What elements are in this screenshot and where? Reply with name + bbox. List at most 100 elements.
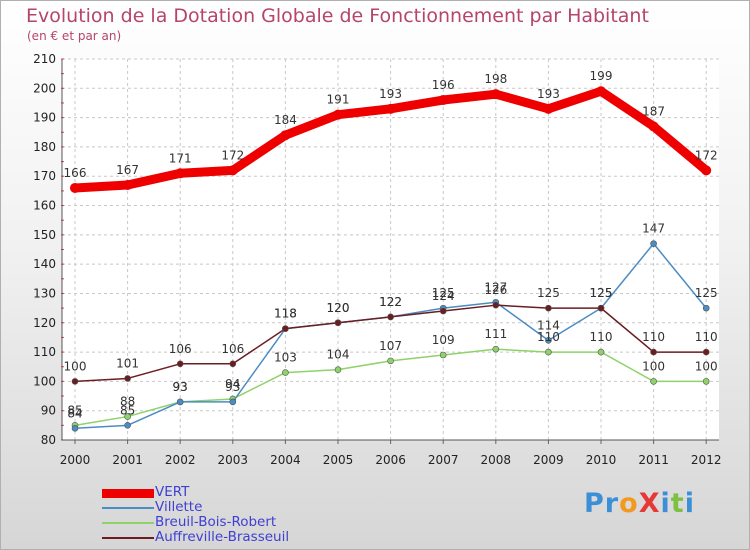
data-label: 172 bbox=[695, 148, 718, 162]
y-tick-label: 190 bbox=[33, 111, 56, 125]
data-label: 110 bbox=[590, 330, 613, 344]
data-point bbox=[175, 168, 186, 179]
y-tick-label: 110 bbox=[33, 345, 56, 359]
data-label: 125 bbox=[590, 286, 613, 300]
data-point bbox=[227, 165, 238, 176]
data-label: 120 bbox=[327, 301, 350, 315]
data-label: 93 bbox=[173, 380, 188, 394]
data-point bbox=[492, 301, 500, 309]
y-tick-label: 140 bbox=[33, 257, 56, 271]
data-label: 125 bbox=[590, 286, 613, 300]
data-label: 107 bbox=[379, 339, 402, 353]
y-tick-label: 120 bbox=[33, 316, 56, 330]
y-tick-label: 200 bbox=[33, 81, 56, 95]
x-tick-label: 2011 bbox=[638, 453, 669, 467]
data-point bbox=[439, 307, 447, 315]
data-label: 93 bbox=[225, 380, 240, 394]
data-point bbox=[229, 360, 237, 368]
data-point bbox=[334, 366, 342, 373]
data-label: 85 bbox=[67, 403, 82, 417]
data-point bbox=[122, 180, 133, 191]
y-tick-label: 90 bbox=[41, 404, 56, 418]
data-point bbox=[124, 375, 131, 382]
data-label: 104 bbox=[327, 348, 350, 362]
y-tick-label: 100 bbox=[33, 374, 56, 388]
data-point bbox=[650, 348, 657, 356]
data-label: 196 bbox=[432, 78, 455, 92]
data-point bbox=[490, 89, 501, 100]
data-point bbox=[701, 165, 712, 176]
legend-swatch bbox=[102, 522, 154, 524]
chart-subtitle: (en € et par an) bbox=[27, 29, 122, 43]
y-tick-label: 150 bbox=[33, 228, 56, 242]
data-label: 120 bbox=[327, 301, 350, 315]
data-point bbox=[492, 345, 500, 353]
logo-letter: X bbox=[638, 488, 661, 519]
data-label: 191 bbox=[327, 93, 350, 107]
data-point bbox=[650, 378, 657, 385]
x-tick-label: 2005 bbox=[323, 453, 354, 467]
data-label: 110 bbox=[642, 330, 665, 344]
data-point bbox=[702, 304, 710, 312]
data-label: 84 bbox=[67, 406, 82, 420]
data-label: 125 bbox=[537, 286, 560, 300]
x-tick-label: 2003 bbox=[218, 453, 249, 467]
data-label: 193 bbox=[379, 87, 402, 101]
data-label: 100 bbox=[64, 359, 87, 373]
data-label: 147 bbox=[642, 222, 665, 236]
data-point bbox=[176, 398, 184, 406]
data-label: 103 bbox=[274, 351, 297, 365]
y-tick-label: 210 bbox=[33, 52, 56, 66]
data-point bbox=[124, 413, 131, 420]
data-label: 125 bbox=[432, 286, 455, 300]
data-label: 106 bbox=[221, 342, 244, 356]
data-label: 166 bbox=[64, 166, 87, 180]
data-label: 114 bbox=[537, 318, 560, 332]
x-tick-label: 2002 bbox=[165, 453, 196, 467]
data-label: 110 bbox=[695, 330, 718, 344]
data-point bbox=[545, 304, 552, 312]
logo-letter: o bbox=[619, 488, 639, 519]
logo-letter: t bbox=[670, 488, 685, 519]
data-label: 101 bbox=[116, 356, 139, 370]
data-label: 198 bbox=[484, 72, 507, 86]
data-point bbox=[71, 424, 79, 432]
logo-letter: P bbox=[584, 488, 605, 519]
x-tick-label: 2006 bbox=[375, 453, 406, 467]
x-tick-label: 2008 bbox=[481, 453, 512, 467]
data-point bbox=[648, 121, 659, 132]
data-label: 85 bbox=[120, 403, 135, 417]
data-point bbox=[545, 337, 552, 344]
plot-area bbox=[62, 59, 719, 440]
data-point bbox=[70, 182, 80, 193]
data-point bbox=[124, 422, 131, 429]
y-tick-label: 160 bbox=[33, 199, 56, 213]
data-point bbox=[702, 378, 710, 385]
legend-label: Villette bbox=[155, 499, 203, 515]
data-label: 126 bbox=[484, 283, 507, 297]
y-tick-label: 180 bbox=[33, 140, 56, 154]
data-point bbox=[438, 95, 449, 106]
legend-label: Auffreville-Brasseuil bbox=[155, 529, 290, 545]
data-point bbox=[385, 103, 396, 114]
data-point bbox=[176, 360, 184, 368]
data-point bbox=[229, 398, 237, 406]
data-label: 127 bbox=[484, 280, 507, 294]
data-label: 172 bbox=[221, 148, 244, 162]
x-tick-label: 2009 bbox=[533, 453, 564, 467]
data-label: 199 bbox=[590, 69, 613, 83]
data-point bbox=[702, 348, 710, 356]
data-label: 184 bbox=[274, 113, 297, 127]
proxiti-logo: ProXiti bbox=[584, 488, 695, 519]
legend-label: VERT bbox=[155, 484, 190, 500]
data-label: 100 bbox=[695, 359, 718, 373]
data-label: 109 bbox=[432, 333, 455, 347]
data-label: 118 bbox=[274, 307, 297, 321]
logo-letter: i bbox=[660, 488, 671, 519]
data-label: 111 bbox=[484, 327, 507, 341]
y-tick-label: 130 bbox=[33, 286, 56, 300]
legend-label: Breuil-Bois-Robert bbox=[155, 514, 277, 530]
data-label: 93 bbox=[173, 380, 188, 394]
data-point bbox=[333, 109, 343, 120]
